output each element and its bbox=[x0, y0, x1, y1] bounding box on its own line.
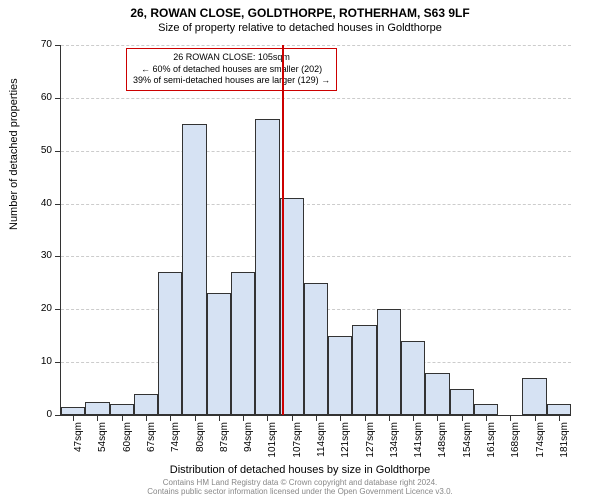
y-tick-label: 10 bbox=[26, 356, 52, 367]
chart-subtitle: Size of property relative to detached ho… bbox=[0, 22, 600, 34]
x-tick bbox=[316, 415, 317, 421]
footer-line2: Contains public sector information licen… bbox=[0, 487, 600, 497]
x-tick bbox=[243, 415, 244, 421]
histogram-bar bbox=[425, 373, 449, 415]
y-tick bbox=[55, 309, 61, 310]
x-tick bbox=[437, 415, 438, 421]
histogram-bar bbox=[207, 293, 231, 415]
x-tick bbox=[365, 415, 366, 421]
footer-attribution: Contains HM Land Registry data © Crown c… bbox=[0, 478, 600, 497]
y-tick bbox=[55, 204, 61, 205]
annotation-line2: ← 60% of detached houses are smaller (20… bbox=[133, 64, 330, 76]
histogram-bar bbox=[474, 404, 498, 415]
histogram-bar bbox=[352, 325, 376, 415]
footer-line1: Contains HM Land Registry data © Crown c… bbox=[0, 478, 600, 488]
x-tick bbox=[486, 415, 487, 421]
histogram-bar bbox=[522, 378, 546, 415]
y-tick-label: 40 bbox=[26, 198, 52, 209]
grid-line bbox=[61, 151, 571, 152]
histogram-bar bbox=[158, 272, 182, 415]
y-tick bbox=[55, 256, 61, 257]
y-tick-label: 0 bbox=[26, 409, 52, 420]
y-tick-label: 60 bbox=[26, 92, 52, 103]
histogram-bar bbox=[182, 124, 206, 415]
x-axis-label: Distribution of detached houses by size … bbox=[0, 464, 600, 476]
x-tick bbox=[340, 415, 341, 421]
y-tick-label: 20 bbox=[26, 303, 52, 314]
grid-line bbox=[61, 45, 571, 46]
histogram-bar bbox=[85, 402, 109, 415]
annotation-line1: 26 ROWAN CLOSE: 105sqm bbox=[133, 52, 330, 64]
chart-title-address: 26, ROWAN CLOSE, GOLDTHORPE, ROTHERHAM, … bbox=[0, 6, 600, 20]
histogram-bar bbox=[377, 309, 401, 415]
y-axis-label: Number of detached properties bbox=[8, 78, 20, 230]
y-tick bbox=[55, 98, 61, 99]
x-tick bbox=[510, 415, 511, 421]
y-tick bbox=[55, 151, 61, 152]
x-tick bbox=[219, 415, 220, 421]
y-tick-label: 30 bbox=[26, 250, 52, 261]
x-tick bbox=[97, 415, 98, 421]
histogram-bar bbox=[231, 272, 255, 415]
histogram-bar bbox=[547, 404, 571, 415]
x-tick bbox=[462, 415, 463, 421]
histogram-bar bbox=[401, 341, 425, 415]
y-tick-label: 50 bbox=[26, 145, 52, 156]
x-tick bbox=[559, 415, 560, 421]
x-tick bbox=[195, 415, 196, 421]
histogram-bar bbox=[255, 119, 279, 415]
histogram-bar bbox=[110, 404, 134, 415]
annotation-line3: 39% of semi-detached houses are larger (… bbox=[133, 75, 330, 87]
histogram-bar bbox=[134, 394, 158, 415]
y-tick bbox=[55, 45, 61, 46]
annotation-box: 26 ROWAN CLOSE: 105sqm ← 60% of detached… bbox=[126, 48, 337, 91]
histogram-bar bbox=[450, 389, 474, 415]
y-tick bbox=[55, 362, 61, 363]
x-tick bbox=[535, 415, 536, 421]
x-tick bbox=[267, 415, 268, 421]
histogram-bar bbox=[328, 336, 352, 415]
y-tick bbox=[55, 415, 61, 416]
x-tick bbox=[170, 415, 171, 421]
x-tick bbox=[292, 415, 293, 421]
x-tick bbox=[73, 415, 74, 421]
property-marker-line bbox=[282, 45, 284, 415]
histogram-bar bbox=[304, 283, 328, 415]
y-tick-label: 70 bbox=[26, 39, 52, 50]
grid-line bbox=[61, 98, 571, 99]
grid-line bbox=[61, 256, 571, 257]
x-tick bbox=[389, 415, 390, 421]
plot-area: 26 ROWAN CLOSE: 105sqm ← 60% of detached… bbox=[60, 45, 571, 416]
x-tick bbox=[122, 415, 123, 421]
x-tick bbox=[413, 415, 414, 421]
grid-line bbox=[61, 204, 571, 205]
histogram-bar bbox=[61, 407, 85, 415]
x-tick bbox=[146, 415, 147, 421]
